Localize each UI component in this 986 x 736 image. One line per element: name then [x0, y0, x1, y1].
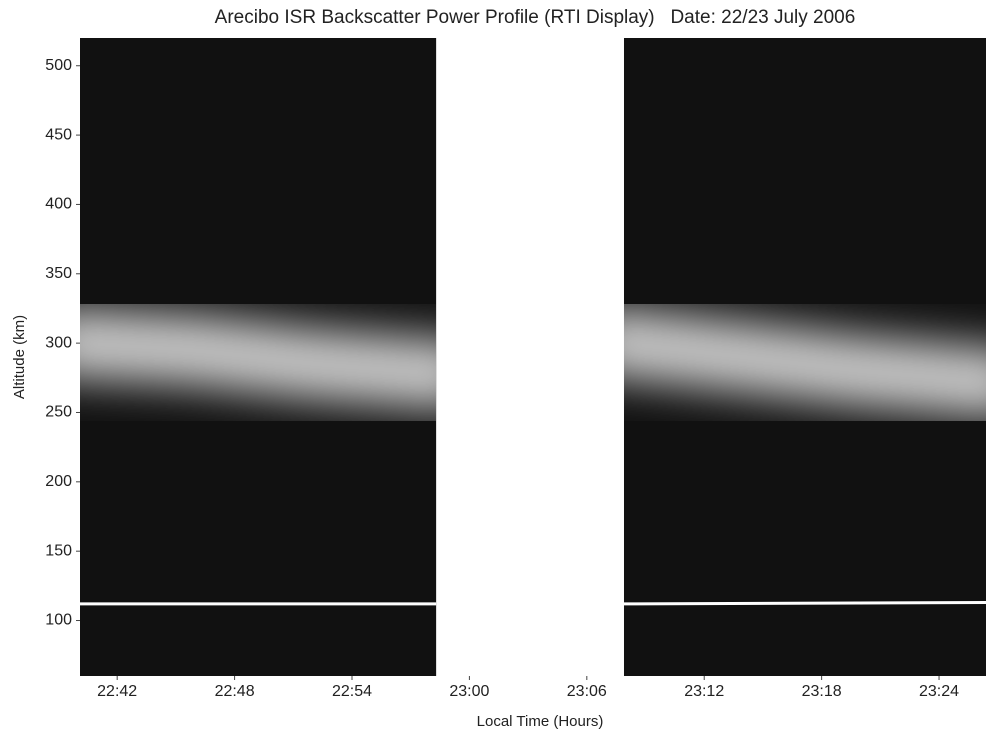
- x-tick-label: 23:18: [802, 683, 842, 700]
- y-tick-label: 400: [45, 196, 72, 213]
- y-tick-label: 450: [45, 126, 72, 143]
- y-tick-label: 350: [45, 265, 72, 282]
- y-tick-label: 500: [45, 57, 72, 74]
- y-tick-label: 150: [45, 542, 72, 559]
- y-tick-label: 200: [45, 473, 72, 490]
- layers: [80, 304, 986, 606]
- x-tick-label: 23:24: [919, 683, 959, 700]
- y-tick-label: 300: [45, 334, 72, 351]
- x-tick-label: 23:00: [449, 683, 489, 700]
- x-tick-label: 23:06: [567, 683, 607, 700]
- x-tick-label: 22:54: [332, 683, 372, 700]
- x-tick-label: 22:42: [97, 683, 137, 700]
- y-axis-label: Altitude (km): [11, 315, 28, 399]
- f-layer: [80, 304, 986, 420]
- x-tick-label: 23:12: [684, 683, 724, 700]
- x-tick-label: 22:48: [215, 683, 255, 700]
- y-tick-label: 100: [45, 612, 72, 629]
- y-tick-label: 250: [45, 404, 72, 421]
- x-axis-label: Local Time (Hours): [477, 713, 604, 730]
- chart-title: Arecibo ISR Backscatter Power Profile (R…: [215, 7, 856, 28]
- e-layer: [80, 600, 986, 606]
